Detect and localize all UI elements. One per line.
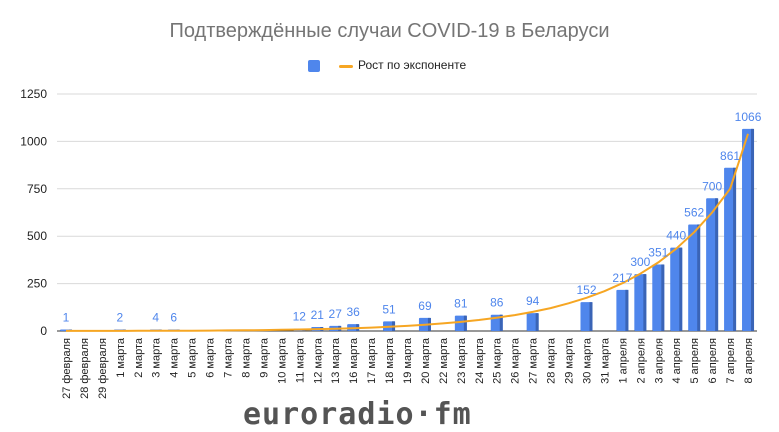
x-tick-label: 6 апреля xyxy=(707,338,719,384)
x-tick-label: 28 февраля xyxy=(79,338,91,399)
y-axis-ticks: 0 250 500 750 1000 1250 xyxy=(20,87,47,338)
x-tick-label: 8 марта xyxy=(240,337,252,378)
x-tick-label: 25 марта xyxy=(492,337,504,384)
x-tick-label: 17 марта xyxy=(366,337,378,384)
x-tick-label: 11 марта xyxy=(294,337,306,383)
bar-shade xyxy=(463,315,467,331)
bar-shade xyxy=(535,313,539,331)
x-axis-ticks: 27 февраля 28 февраля 29 февраля 1 марта 2 м… xyxy=(61,337,755,399)
x-tick-label: 4 апреля xyxy=(671,338,683,384)
x-tick-label: 16 марта xyxy=(348,337,360,384)
legend-line-label: Рост по экспоненте xyxy=(358,58,467,72)
bars xyxy=(59,128,755,331)
data-label: 562 xyxy=(684,205,704,219)
data-labels: 1 2 4 6 12 21 27 36 51 69 81 86 94152217300351440562… xyxy=(63,110,762,325)
x-tick-label: 28 марта xyxy=(546,337,558,384)
x-tick-label: 5 марта xyxy=(187,337,199,378)
y-tick-label: 0 xyxy=(40,324,47,338)
legend-bars-swatch xyxy=(308,60,320,72)
data-label: 36 xyxy=(346,305,360,319)
x-tick-label: 20 марта xyxy=(420,337,432,384)
data-label: 861 xyxy=(720,149,740,163)
y-tick-label: 1000 xyxy=(20,134,47,148)
data-label: 440 xyxy=(666,229,686,243)
y-tick-label: 500 xyxy=(27,229,47,243)
data-label: 51 xyxy=(382,302,396,316)
trend-line-group xyxy=(66,133,749,332)
x-tick-label: 30 марта xyxy=(581,337,593,384)
x-tick-label: 23 марта xyxy=(456,337,468,384)
bar-shade xyxy=(751,128,755,331)
x-tick-label: 29 февраля xyxy=(97,338,109,399)
bar-shade xyxy=(697,224,701,331)
x-tick-label: 9 марта xyxy=(258,337,270,378)
x-tick-label: 12 марта xyxy=(312,337,324,384)
bar-shade xyxy=(643,274,647,331)
data-label: 2 xyxy=(116,311,123,325)
trend-line xyxy=(66,133,749,332)
bar-shade xyxy=(661,264,665,331)
x-tick-label: 4 марта xyxy=(169,337,181,378)
x-tick-label: 2 марта xyxy=(133,337,145,378)
x-tick-label: 5 апреля xyxy=(689,338,701,384)
x-tick-label: 7 марта xyxy=(223,337,235,378)
y-tick-label: 750 xyxy=(27,182,47,196)
x-tick-label: 13 марта xyxy=(330,337,342,384)
x-tick-label: 1 апреля xyxy=(617,338,629,384)
data-label: 152 xyxy=(576,283,596,297)
data-label: 81 xyxy=(454,297,468,311)
data-label: 94 xyxy=(526,294,540,308)
x-tick-label: 27 марта xyxy=(528,337,540,384)
bar-shade xyxy=(625,289,629,331)
x-tick-label: 19 марта xyxy=(402,337,414,384)
x-tick-label: 1 марта xyxy=(115,337,127,378)
x-tick-label: 7 апреля xyxy=(725,338,737,384)
x-tick-label: 6 марта xyxy=(205,337,217,378)
data-label: 12 xyxy=(293,310,307,324)
bar-shade xyxy=(589,302,593,331)
x-tick-label: 10 марта xyxy=(276,337,288,384)
data-label: 69 xyxy=(418,299,432,313)
x-tick-label: 18 марта xyxy=(384,337,396,384)
data-label: 6 xyxy=(170,311,177,325)
gridlines xyxy=(57,93,757,332)
data-label: 700 xyxy=(702,179,722,193)
legend-line-swatch xyxy=(339,65,353,68)
legend: Рост по экспоненте xyxy=(0,58,779,74)
data-label: 300 xyxy=(630,255,650,269)
euroradio-logo-text: euroradio·fm xyxy=(243,400,472,430)
x-tick-label: 2 апреля xyxy=(635,338,647,384)
bar-shade xyxy=(499,314,503,331)
y-tick-label: 1250 xyxy=(20,87,47,101)
data-label: 86 xyxy=(490,296,504,310)
x-tick-label: 29 марта xyxy=(564,337,576,384)
bar-shade xyxy=(733,167,737,331)
data-label: 21 xyxy=(311,308,325,322)
bar-shade xyxy=(679,247,683,331)
data-label: 217 xyxy=(612,271,632,285)
data-label: 27 xyxy=(329,307,343,321)
x-tick-label: 27 февраля xyxy=(61,338,73,399)
chart-title: Подтверждённые случаи COVID-19 в Беларус… xyxy=(169,20,610,42)
x-tick-label: 3 апреля xyxy=(653,338,665,384)
x-tick-label: 8 апреля xyxy=(743,338,755,384)
x-tick-label: 22 марта xyxy=(438,337,450,384)
data-label: 351 xyxy=(648,245,668,259)
x-tick-label: 31 марта xyxy=(599,337,611,384)
data-label: 4 xyxy=(152,311,159,325)
data-label: 1 xyxy=(63,311,70,325)
x-tick-label: 3 марта xyxy=(151,337,163,378)
y-tick-label: 250 xyxy=(27,277,47,291)
x-tick-label: 24 марта xyxy=(474,337,486,384)
euroradio-logo: euroradio·fm xyxy=(243,400,472,430)
x-tick-label: 26 марта xyxy=(510,337,522,384)
data-label: 1066 xyxy=(735,110,762,124)
bar-shade xyxy=(715,198,719,331)
